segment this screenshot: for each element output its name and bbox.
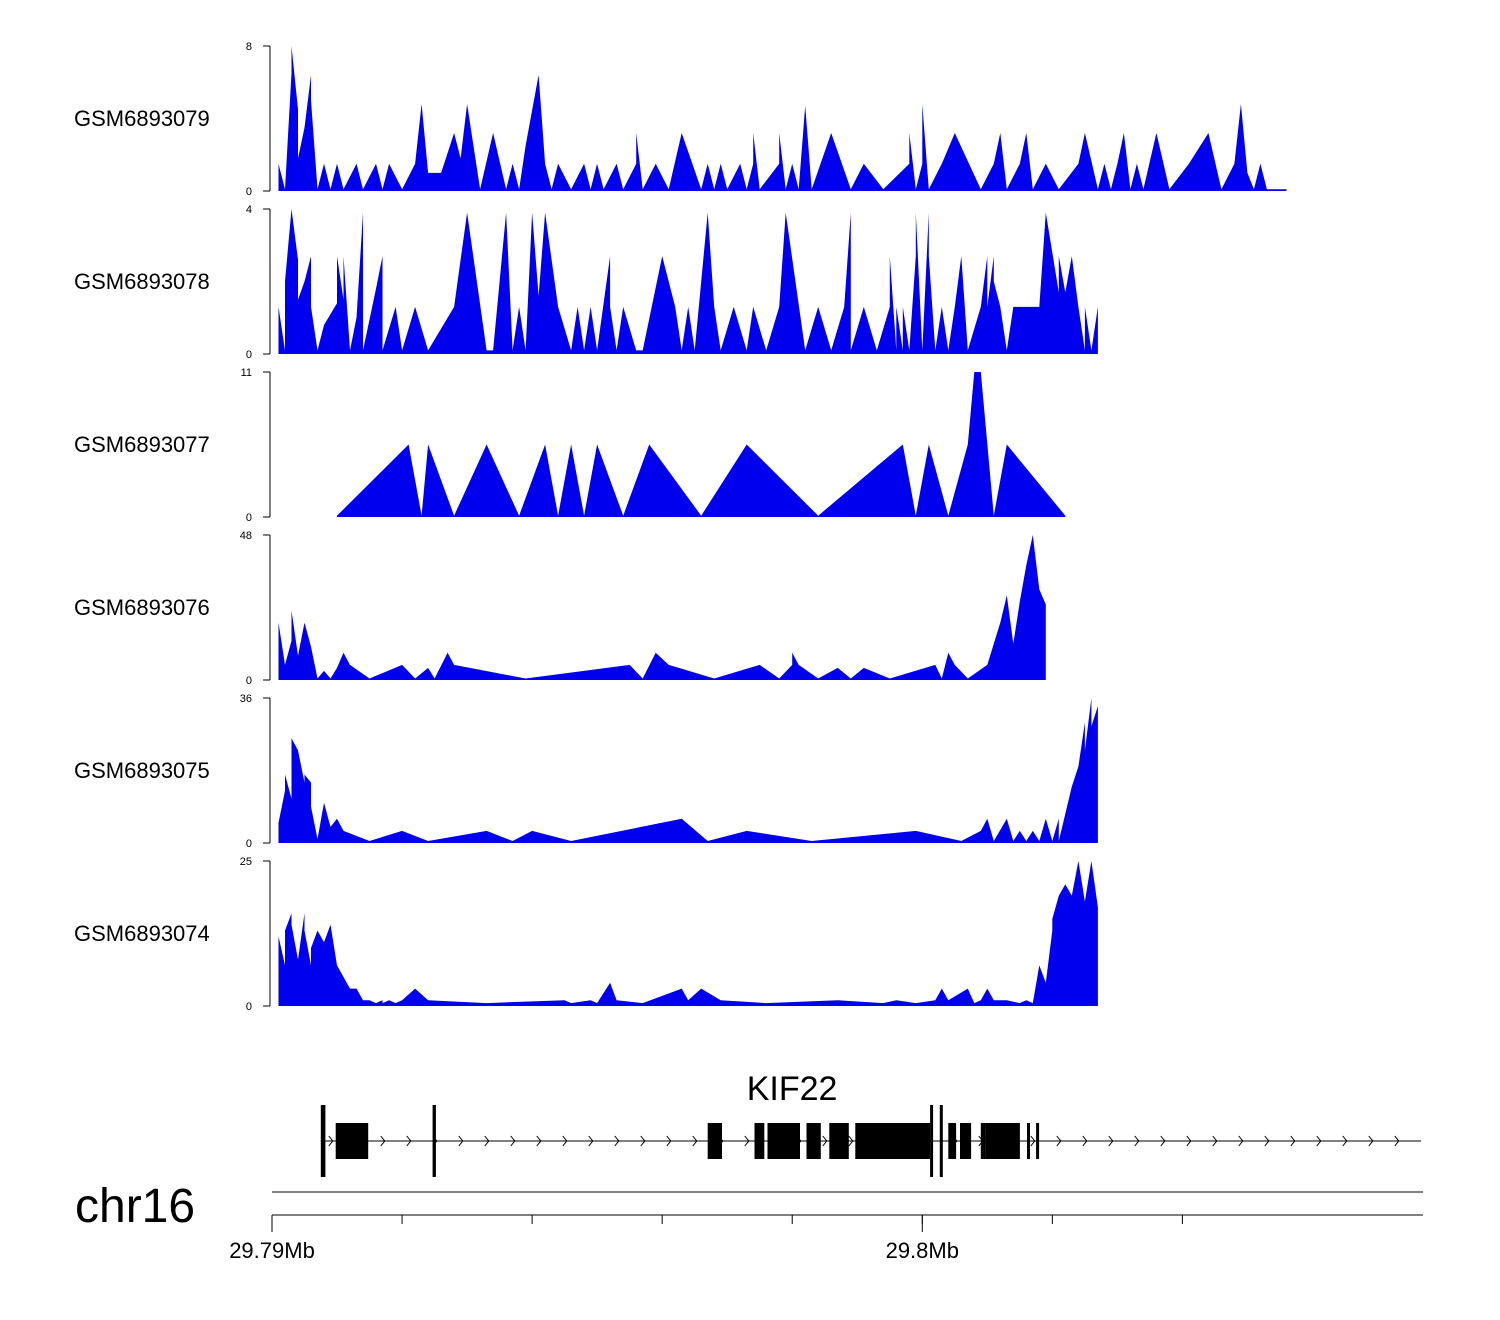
track-label: GSM6893075 [74, 758, 210, 783]
y-tick-label-max: 48 [240, 530, 252, 542]
y-tick-label-max: 25 [240, 856, 252, 868]
chromosome-axis: chr16 29.79Mb 29.8Mb [75, 1180, 1423, 1263]
exon-block [432, 1105, 436, 1177]
gene-annotation-track: KIF22 [320, 1070, 1422, 1177]
track-label: GSM6893077 [74, 432, 210, 457]
strand-arrow [328, 1135, 334, 1147]
coverage-area [278, 698, 1098, 843]
strand-arrow [1134, 1135, 1140, 1147]
y-tick-label-min: 0 [246, 186, 252, 198]
strand-arrow [1368, 1135, 1374, 1147]
strand-arrow [822, 1135, 828, 1147]
strand-arrow [1212, 1135, 1218, 1147]
strand-arrow [536, 1135, 542, 1147]
exon-block [960, 1123, 972, 1159]
chromosome-label: chr16 [75, 1180, 195, 1233]
strand-arrow [614, 1135, 620, 1147]
track-label: GSM6893076 [74, 595, 210, 620]
strand-arrow [692, 1135, 698, 1147]
track-GSM6893074: GSM6893074 25 0 [74, 856, 1098, 1013]
strand-arrow [744, 1135, 750, 1147]
strand-arrow [1108, 1135, 1114, 1147]
strand-arrow [1238, 1135, 1244, 1147]
y-tick-label-max: 8 [246, 41, 252, 53]
track-label: GSM6893074 [74, 921, 210, 946]
strand-arrow [484, 1135, 490, 1147]
gene-model [320, 1105, 1422, 1177]
strand-arrow [640, 1135, 646, 1147]
exon-block [829, 1123, 849, 1159]
exon-block [335, 1123, 369, 1159]
coverage-area [337, 372, 1066, 517]
exon-block [855, 1123, 931, 1159]
strand-arrow [1264, 1135, 1270, 1147]
strand-arrow [510, 1135, 516, 1147]
track-GSM6893077: GSM6893077 11 0 [74, 367, 1066, 524]
x-tick-label: 29.79Mb [229, 1238, 315, 1263]
strand-arrow [588, 1135, 594, 1147]
exon-block [985, 1123, 1020, 1159]
strand-arrow [666, 1135, 672, 1147]
y-tick-label-min: 0 [246, 512, 252, 524]
strand-arrow [1290, 1135, 1296, 1147]
exon-block [754, 1123, 765, 1159]
strand-arrow [1056, 1135, 1062, 1147]
exon-block [806, 1123, 821, 1159]
track-label: GSM6893079 [74, 106, 210, 131]
y-tick-label-min: 0 [246, 349, 252, 361]
exon-block [930, 1105, 934, 1177]
exon-block [707, 1123, 722, 1159]
strand-arrow [380, 1135, 386, 1147]
coordinate-ticks: 29.79Mb 29.8Mb [229, 1215, 1183, 1263]
track-GSM6893078: GSM6893078 4 0 [74, 204, 1098, 361]
y-tick-label-max: 11 [241, 367, 252, 379]
exon-block [767, 1123, 800, 1159]
coverage-area [278, 46, 1287, 191]
exon-block [320, 1105, 326, 1177]
exon-block [1036, 1123, 1040, 1159]
strand-arrow [1186, 1135, 1192, 1147]
coverage-area [278, 861, 1098, 1006]
y-tick-label-min: 0 [246, 675, 252, 687]
coverage-tracks: GSM689307980GSM689307840GSM6893077110GSM… [74, 41, 1287, 1013]
strand-arrow [848, 1135, 854, 1147]
strand-arrow [1394, 1135, 1400, 1147]
coverage-area [278, 209, 1098, 354]
y-tick-label-max: 4 [246, 204, 252, 216]
x-tick-label: 29.8Mb [886, 1238, 959, 1263]
strand-arrow [1160, 1135, 1166, 1147]
strand-arrow [1030, 1135, 1036, 1147]
strand-arrow [1342, 1135, 1348, 1147]
y-tick-label-min: 0 [246, 1001, 252, 1013]
y-tick-label-max: 36 [240, 693, 252, 705]
track-label: GSM6893078 [74, 269, 210, 294]
strand-arrow [1316, 1135, 1322, 1147]
strand-arrow [458, 1135, 464, 1147]
strand-arrow [562, 1135, 568, 1147]
track-GSM6893076: GSM6893076 48 0 [74, 530, 1046, 687]
strand-arrow [406, 1135, 412, 1147]
exon-block [939, 1105, 943, 1177]
track-GSM6893079: GSM6893079 8 0 [74, 41, 1287, 198]
exon-block [948, 1123, 957, 1159]
exon-block [1027, 1123, 1030, 1159]
y-tick-label-min: 0 [246, 838, 252, 850]
strand-arrow [1082, 1135, 1088, 1147]
track-GSM6893075: GSM6893075 36 0 [74, 693, 1098, 850]
gene-name-label: KIF22 [747, 1070, 838, 1108]
coverage-area [278, 535, 1046, 680]
exon-block [980, 1123, 986, 1159]
